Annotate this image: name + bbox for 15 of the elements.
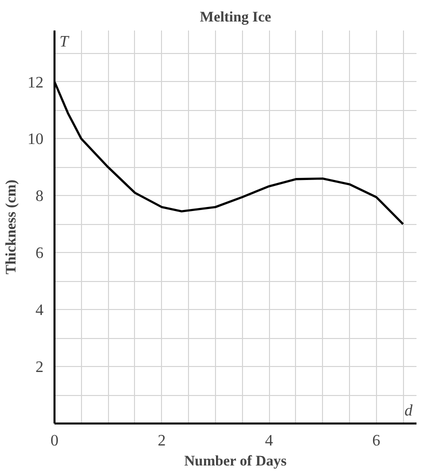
y-tick-label: 12 bbox=[28, 74, 44, 92]
y-tick-label: 6 bbox=[36, 245, 44, 262]
y-tick-label: 4 bbox=[36, 302, 44, 320]
x-tick-label: 4 bbox=[265, 432, 274, 450]
annotation: T bbox=[60, 34, 70, 50]
y-axis-title: Thickness (cm) bbox=[4, 179, 20, 274]
x-axis-title: Number of Days bbox=[184, 454, 287, 470]
x-tick-label: 0 bbox=[50, 432, 58, 450]
chart-title: Melting Ice bbox=[200, 10, 272, 26]
y-tick-label: 10 bbox=[28, 131, 44, 148]
y-tick-label: 8 bbox=[36, 188, 44, 206]
annotation: d bbox=[404, 402, 414, 420]
y-tick-label: 2 bbox=[36, 359, 44, 376]
x-tick-label: 2 bbox=[158, 432, 166, 450]
x-tick-label: 6 bbox=[372, 432, 380, 450]
